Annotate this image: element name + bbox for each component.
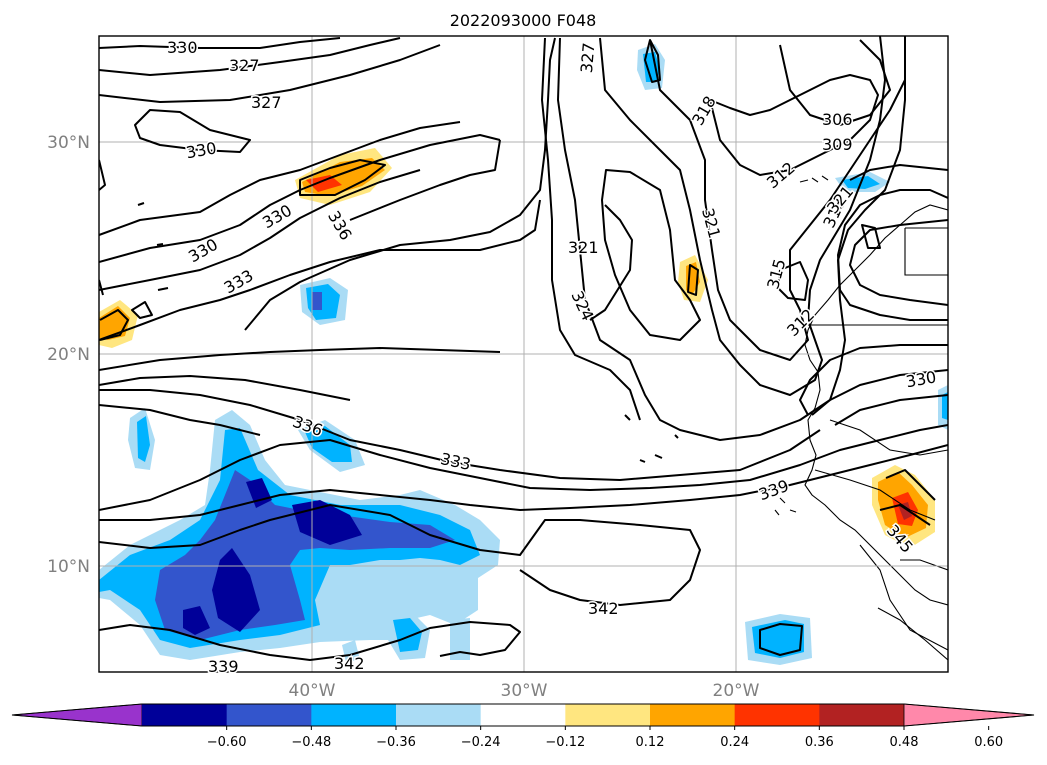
negative-anomaly-patch-4-core bbox=[643, 52, 660, 82]
contour-label: 342 bbox=[588, 599, 619, 618]
lon-label: 40°W bbox=[289, 681, 336, 701]
coastline-africa bbox=[804, 204, 948, 606]
longitude-labels: 40°W 30°W 20°W bbox=[289, 681, 760, 701]
border-inland-2 bbox=[877, 607, 948, 661]
contour-label: 306 bbox=[822, 110, 853, 129]
colorbar: −0.60 −0.48 −0.36 −0.24 −0.12 0.12 0.24 0.36 0.4… bbox=[11, 703, 1035, 750]
negative-anomaly-patch-1-mid bbox=[312, 292, 322, 310]
colorbar-extend-high bbox=[903, 703, 1035, 727]
negative-anomaly-patch-7-core bbox=[942, 392, 948, 420]
colorbar-tick-label: −0.60 bbox=[207, 735, 247, 750]
colorbar-tick-label: 0.60 bbox=[974, 735, 1003, 750]
colorbar-segment bbox=[396, 704, 482, 726]
map-content bbox=[99, 36, 948, 672]
latitude-labels: 30°N 20°N 10°N bbox=[47, 133, 90, 577]
negative-anomaly-patch-3-core bbox=[137, 416, 150, 462]
colorbar-tick-label: 0.36 bbox=[805, 735, 834, 750]
colorbar-tick-label: 0.12 bbox=[636, 735, 665, 750]
colorbar-tick-label: −0.24 bbox=[461, 735, 501, 750]
negative-anomaly-core-4 bbox=[246, 478, 272, 508]
colorbar-tick-label: 0.24 bbox=[720, 735, 749, 750]
cape-verde-islands bbox=[774, 497, 797, 516]
negative-anomaly-core-1 bbox=[292, 500, 362, 545]
contour-label: 327 bbox=[577, 42, 599, 74]
lat-label: 30°N bbox=[47, 133, 90, 153]
contour-label: 327 bbox=[251, 93, 282, 112]
contour-label: 342 bbox=[334, 654, 365, 673]
colorbar-segment bbox=[565, 704, 651, 726]
border-mali bbox=[829, 419, 948, 456]
graticule bbox=[99, 36, 948, 672]
colorbar-segment bbox=[819, 704, 905, 726]
coastlines bbox=[774, 175, 948, 661]
colorbar-segment bbox=[226, 704, 312, 726]
negative-anomaly-patch-10 bbox=[450, 618, 470, 660]
contour-lines bbox=[99, 36, 948, 661]
border-vertical bbox=[904, 228, 948, 276]
colorbar-tick-label: −0.12 bbox=[545, 735, 585, 750]
colorbar-tick-label: 0.48 bbox=[890, 735, 919, 750]
negative-anomaly-patch-2-core bbox=[305, 426, 352, 462]
lon-label: 30°W bbox=[501, 681, 548, 701]
canary-islands bbox=[799, 175, 829, 183]
negative-anomaly-patch-8-core bbox=[393, 618, 422, 652]
colorbar-extend-low bbox=[11, 703, 143, 727]
contour-label: 327 bbox=[229, 56, 260, 75]
colorbar-tick-label: −0.36 bbox=[376, 735, 416, 750]
border-senegal bbox=[814, 469, 936, 521]
map-title: 2022093000 F048 bbox=[450, 11, 597, 30]
contour-label: 309 bbox=[822, 135, 853, 154]
positive-anomaly-patch-1-hot bbox=[306, 175, 342, 192]
lat-label: 20°N bbox=[47, 345, 90, 365]
contour-label: 339 bbox=[208, 657, 239, 676]
colorbar-segment bbox=[734, 704, 820, 726]
border-guinea bbox=[859, 544, 948, 651]
colorbar-segment bbox=[142, 704, 228, 726]
negative-anomaly-core-2 bbox=[212, 548, 260, 632]
colorbar-segment bbox=[650, 704, 736, 726]
contour-label: 321 bbox=[568, 238, 599, 257]
border-inland-1 bbox=[900, 559, 948, 571]
negative-anomaly-core-3 bbox=[183, 606, 210, 635]
lat-label: 10°N bbox=[47, 557, 90, 577]
negative-anomaly-patch-9 bbox=[342, 640, 360, 662]
contour-label: 330 bbox=[167, 38, 198, 57]
colorbar-tick-label: −0.48 bbox=[291, 735, 331, 750]
colorbar-segment bbox=[311, 704, 397, 726]
colorbar-segment bbox=[480, 704, 566, 726]
map-frame bbox=[98, 35, 949, 673]
colorbar-frame bbox=[11, 703, 1035, 727]
lon-label: 20°W bbox=[713, 681, 760, 701]
